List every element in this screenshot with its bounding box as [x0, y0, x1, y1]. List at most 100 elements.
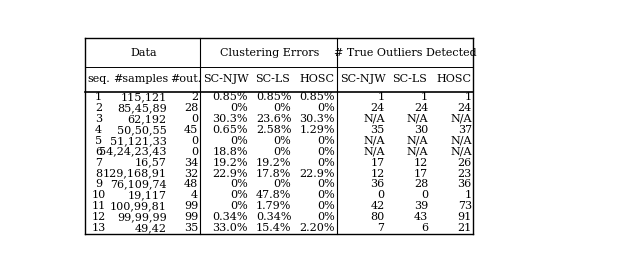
Text: 36: 36	[371, 179, 385, 189]
Text: 23.6%: 23.6%	[256, 114, 291, 124]
Text: 99,99,99: 99,99,99	[117, 212, 167, 222]
Text: 0%: 0%	[317, 147, 335, 157]
Text: 4: 4	[95, 125, 102, 135]
Text: 19,117: 19,117	[128, 190, 167, 200]
Text: 0%: 0%	[230, 190, 248, 200]
Text: N/A: N/A	[406, 114, 428, 124]
Text: HOSC: HOSC	[436, 74, 471, 84]
Text: 0.85%: 0.85%	[256, 92, 291, 102]
Text: Clustering Errors: Clustering Errors	[220, 48, 319, 58]
Text: 36: 36	[458, 179, 472, 189]
Text: 100,99,81: 100,99,81	[110, 201, 167, 211]
Text: SC-NJW: SC-NJW	[204, 74, 249, 84]
Text: 0.34%: 0.34%	[212, 212, 248, 222]
Text: 0: 0	[191, 136, 198, 146]
Text: 1: 1	[421, 92, 428, 102]
Text: #out.: #out.	[170, 74, 202, 84]
Text: seq.: seq.	[87, 74, 109, 84]
Text: 35: 35	[371, 125, 385, 135]
Text: 0%: 0%	[230, 201, 248, 211]
Text: 1.79%: 1.79%	[256, 201, 291, 211]
Text: 3: 3	[95, 114, 102, 124]
Text: 0%: 0%	[230, 179, 248, 189]
Text: 42: 42	[371, 201, 385, 211]
Text: 1: 1	[95, 92, 102, 102]
Text: 4: 4	[191, 190, 198, 200]
Text: 22.9%: 22.9%	[212, 168, 248, 179]
Text: 23: 23	[458, 168, 472, 179]
Text: 99: 99	[184, 212, 198, 222]
Text: 0%: 0%	[273, 136, 291, 146]
Text: 2.20%: 2.20%	[300, 223, 335, 233]
Text: 17: 17	[414, 168, 428, 179]
Text: 17.8%: 17.8%	[256, 168, 291, 179]
Text: 11: 11	[92, 201, 106, 211]
Text: 6: 6	[421, 223, 428, 233]
Text: 39: 39	[414, 201, 428, 211]
Text: 1: 1	[378, 92, 385, 102]
Text: 0.65%: 0.65%	[212, 125, 248, 135]
Text: 85,45,89: 85,45,89	[117, 103, 167, 113]
Text: 22.9%: 22.9%	[300, 168, 335, 179]
Text: 0%: 0%	[273, 103, 291, 113]
Text: N/A: N/A	[451, 147, 472, 157]
Text: 47.8%: 47.8%	[256, 190, 291, 200]
Text: 0: 0	[421, 190, 428, 200]
Text: 1: 1	[465, 190, 472, 200]
Text: 0%: 0%	[317, 212, 335, 222]
Text: 50,50,55: 50,50,55	[117, 125, 167, 135]
Text: SC-LS: SC-LS	[255, 74, 291, 84]
Text: 35: 35	[184, 223, 198, 233]
Text: 34: 34	[184, 158, 198, 168]
Text: 0%: 0%	[230, 103, 248, 113]
Text: 2: 2	[95, 103, 102, 113]
Text: 0%: 0%	[317, 158, 335, 168]
Text: 12: 12	[414, 158, 428, 168]
Text: 30.3%: 30.3%	[212, 114, 248, 124]
Text: 0: 0	[378, 190, 385, 200]
Text: 0%: 0%	[317, 190, 335, 200]
Text: 24: 24	[371, 103, 385, 113]
Text: 15.4%: 15.4%	[256, 223, 291, 233]
Text: N/A: N/A	[363, 136, 385, 146]
Text: 0.85%: 0.85%	[300, 92, 335, 102]
Text: 73: 73	[458, 201, 472, 211]
Text: HOSC: HOSC	[299, 74, 334, 84]
Text: 5: 5	[95, 136, 102, 146]
Text: 62,192: 62,192	[127, 114, 167, 124]
Text: SC-NJW: SC-NJW	[340, 74, 386, 84]
Text: 0%: 0%	[273, 147, 291, 157]
Text: N/A: N/A	[451, 114, 472, 124]
Text: 8: 8	[95, 168, 102, 179]
Text: 115,121: 115,121	[120, 92, 167, 102]
Text: 33.0%: 33.0%	[212, 223, 248, 233]
Text: 37: 37	[458, 125, 472, 135]
Text: 7: 7	[378, 223, 385, 233]
Text: 12: 12	[92, 212, 106, 222]
Text: 0.34%: 0.34%	[256, 212, 291, 222]
Text: 80: 80	[371, 212, 385, 222]
Text: N/A: N/A	[451, 136, 472, 146]
Text: 21: 21	[458, 223, 472, 233]
Text: 2: 2	[191, 92, 198, 102]
Text: 18.8%: 18.8%	[212, 147, 248, 157]
Text: N/A: N/A	[406, 136, 428, 146]
Text: 43: 43	[414, 212, 428, 222]
Text: 26: 26	[458, 158, 472, 168]
Text: 45: 45	[184, 125, 198, 135]
Text: 28: 28	[184, 103, 198, 113]
Text: 99: 99	[184, 201, 198, 211]
Text: 17: 17	[371, 158, 385, 168]
Text: 76,109,74: 76,109,74	[110, 179, 167, 189]
Text: N/A: N/A	[363, 147, 385, 157]
Text: 24: 24	[414, 103, 428, 113]
Text: 49,42: 49,42	[135, 223, 167, 233]
Text: 32: 32	[184, 168, 198, 179]
Text: 0%: 0%	[317, 201, 335, 211]
Text: 7: 7	[95, 158, 102, 168]
Text: 0%: 0%	[317, 179, 335, 189]
Text: N/A: N/A	[406, 147, 428, 157]
Text: 51,121,33: 51,121,33	[110, 136, 167, 146]
Text: 0%: 0%	[317, 103, 335, 113]
Text: 0%: 0%	[230, 136, 248, 146]
